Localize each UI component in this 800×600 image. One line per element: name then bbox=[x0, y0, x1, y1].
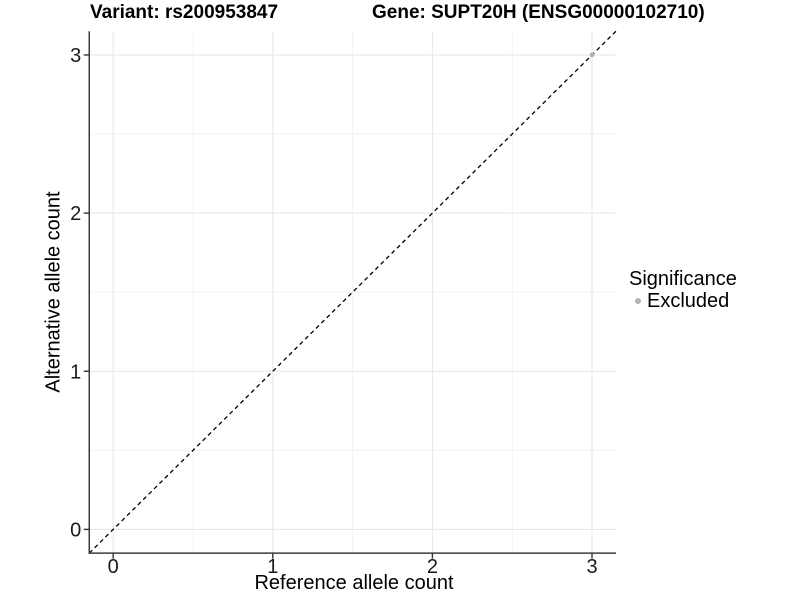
y-tick-label: 0 bbox=[70, 519, 81, 541]
x-tick-label: 3 bbox=[586, 556, 597, 578]
legend-item: Excluded bbox=[629, 290, 737, 312]
legend-items: Excluded bbox=[629, 290, 737, 312]
x-axis-label: Reference allele count bbox=[254, 572, 454, 594]
legend: Significance Excluded bbox=[629, 268, 737, 312]
legend-point-icon bbox=[635, 298, 641, 304]
legend-title: Significance bbox=[629, 268, 737, 290]
y-tick-label: 1 bbox=[70, 361, 81, 383]
legend-key bbox=[629, 298, 647, 304]
x-tick-label: 1 bbox=[267, 556, 278, 578]
y-tick-label: 3 bbox=[70, 45, 81, 67]
x-tick-label: 0 bbox=[108, 556, 119, 578]
variant-title: Variant: rs200953847 bbox=[90, 2, 279, 23]
y-axis-label: Alternative allele count bbox=[42, 191, 65, 393]
identity-line bbox=[88, 30, 617, 554]
y-tick-label: 2 bbox=[70, 203, 81, 225]
x-tick-label: 2 bbox=[427, 556, 438, 578]
gene-title: Gene: SUPT20H (ENSG00000102710) bbox=[372, 2, 705, 23]
data-point bbox=[589, 52, 595, 58]
legend-item-label: Excluded bbox=[647, 289, 730, 312]
